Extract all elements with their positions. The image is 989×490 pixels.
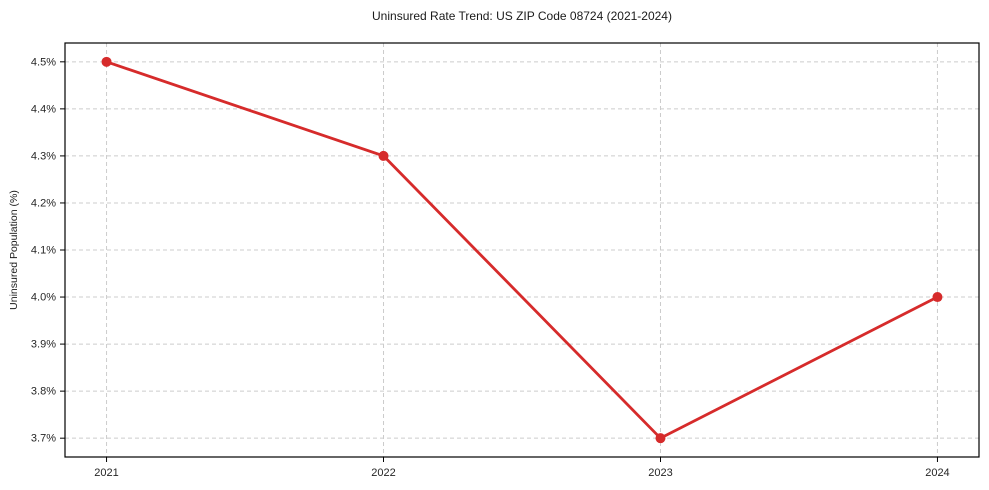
x-tick-label: 2023 [648, 467, 672, 479]
y-tick-label: 3.8% [31, 386, 56, 398]
x-tick-label: 2024 [925, 467, 949, 479]
y-tick-label: 4.3% [31, 150, 56, 162]
y-tick-label: 4.4% [31, 103, 56, 115]
trend-line [105, 60, 939, 440]
plot-border [64, 42, 980, 458]
y-tick-label: 4.2% [31, 197, 56, 209]
data-point-2021 [101, 56, 112, 67]
data-point-2024 [932, 292, 943, 303]
y-tick-label: 4.5% [31, 56, 56, 68]
chart-title: Uninsured Rate Trend: US ZIP Code 08724 … [372, 9, 672, 23]
y-tick-label: 4.0% [31, 292, 56, 304]
x-tick-label: 2022 [371, 467, 395, 479]
y-tick-label: 3.7% [31, 433, 56, 445]
plot-area: 3.7% 3.8% 3.9% 4.0% 4.1% 4.2% 4.3% 4.4% 4.5% 2021… [31, 42, 980, 479]
x-tick-label: 2021 [94, 467, 118, 479]
data-point-2023 [655, 433, 666, 444]
y-tick-label: 4.1% [31, 245, 56, 257]
data-point-2022 [378, 150, 389, 161]
y-axis-label: Uninsured Population (%) [8, 190, 20, 310]
y-tick-label: 3.9% [31, 339, 56, 351]
